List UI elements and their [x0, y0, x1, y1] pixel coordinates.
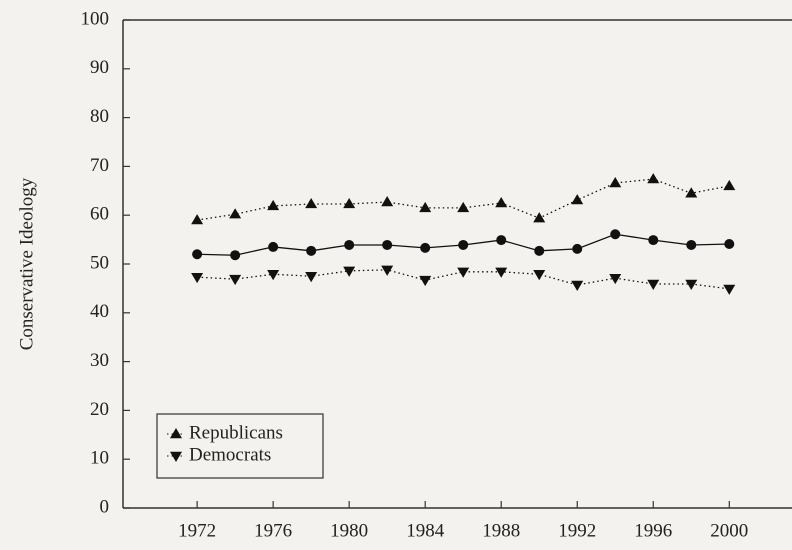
- point: [495, 197, 508, 208]
- x-tick-label: 1972: [178, 520, 216, 541]
- point: [419, 201, 432, 213]
- x-tick-label: 1984: [406, 520, 445, 541]
- y-tick-label: 100: [81, 8, 110, 29]
- point: [533, 212, 546, 223]
- legend-marker: [170, 428, 182, 439]
- point: [267, 270, 280, 281]
- point: [457, 267, 470, 278]
- point: [267, 199, 280, 211]
- y-tick-label: 0: [100, 496, 110, 517]
- point: [268, 241, 279, 252]
- y-tick-label: 20: [90, 399, 109, 420]
- point: [229, 208, 242, 219]
- point: [495, 267, 508, 278]
- point: [571, 194, 584, 205]
- x-tick-label: 1980: [330, 520, 368, 541]
- point: [457, 201, 470, 213]
- y-tick-label: 10: [90, 448, 109, 469]
- point: [647, 279, 660, 291]
- legend-label: Democrats: [189, 444, 271, 465]
- x-tick-label: 1996: [634, 520, 672, 541]
- y-axis-label: Conservative Ideology: [16, 177, 37, 350]
- point: [381, 196, 394, 207]
- point: [723, 179, 736, 191]
- point: [343, 197, 356, 209]
- point: [609, 176, 622, 188]
- point: [610, 229, 621, 240]
- point: [571, 280, 584, 291]
- point: [191, 214, 204, 225]
- point: [686, 239, 697, 250]
- point: [419, 275, 432, 287]
- point: [192, 249, 203, 260]
- point: [647, 173, 660, 184]
- x-tick-label: 1976: [254, 520, 292, 541]
- legend-box: [156, 413, 324, 479]
- y-tick-label: 80: [90, 106, 109, 127]
- point: [343, 266, 356, 277]
- point: [723, 284, 736, 295]
- y-tick-label: 40: [90, 301, 109, 322]
- point: [533, 270, 546, 281]
- x-tick-label: 1988: [482, 520, 520, 541]
- point: [685, 279, 698, 291]
- point: [229, 274, 242, 286]
- point: [420, 242, 431, 253]
- point: [382, 239, 393, 250]
- y-tick-label: 30: [90, 350, 109, 371]
- point: [572, 243, 583, 254]
- legend-marker: [170, 451, 182, 462]
- point: [648, 235, 659, 246]
- y-tick-label: 60: [90, 204, 109, 225]
- y-tick-label: 90: [90, 57, 109, 78]
- point: [381, 265, 394, 276]
- point: [724, 238, 735, 249]
- point: [458, 239, 469, 250]
- point: [191, 272, 204, 284]
- x-tick-label: 2000: [710, 520, 748, 541]
- point: [534, 245, 545, 256]
- point: [230, 250, 241, 261]
- point: [609, 273, 622, 285]
- x-tick-label: 1992: [558, 520, 596, 541]
- point: [685, 187, 698, 198]
- point: [306, 245, 317, 256]
- point: [496, 235, 507, 246]
- y-tick-label: 50: [90, 252, 109, 273]
- point: [305, 272, 318, 283]
- series-line: [197, 178, 730, 221]
- y-tick-label: 70: [90, 155, 109, 176]
- point: [344, 239, 355, 250]
- legend-label: Republicans: [189, 422, 283, 443]
- point: [305, 197, 318, 209]
